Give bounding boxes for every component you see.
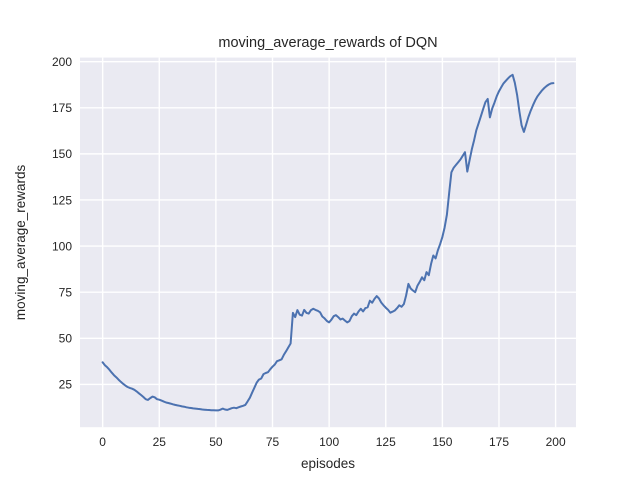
y-tick-label: 150 — [52, 147, 72, 161]
y-tick-label: 200 — [52, 55, 72, 69]
y-axis-ticks: 25 50 75 100 125 150 175 200 — [52, 55, 72, 392]
reward-line-series — [101, 73, 555, 412]
x-tick-label: 150 — [432, 435, 452, 449]
x-tick-label: 50 — [209, 435, 223, 449]
plot-area — [80, 57, 576, 428]
y-tick-label: 25 — [59, 378, 73, 392]
x-tick-label: 125 — [376, 435, 396, 449]
y-tick-label: 175 — [52, 101, 72, 115]
y-axis-label: moving_average_rewards — [13, 164, 28, 320]
x-tick-label: 25 — [153, 435, 167, 449]
y-tick-label: 50 — [59, 332, 73, 346]
y-tick-label: 100 — [52, 239, 72, 253]
y-tick-label: 125 — [52, 193, 72, 207]
x-tick-label: 200 — [546, 435, 566, 449]
y-tick-label: 75 — [59, 285, 73, 299]
x-tick-label: 100 — [319, 435, 339, 449]
x-tick-label: 0 — [99, 435, 106, 449]
x-axis-ticks: 0 25 50 75 100 125 150 175 200 — [99, 435, 566, 449]
chart-title: moving_average_rewards of DQN — [218, 35, 437, 51]
grid-lines — [80, 57, 576, 428]
x-tick-label: 175 — [489, 435, 509, 449]
x-tick-label: 75 — [266, 435, 280, 449]
x-axis-label: episodes — [301, 456, 355, 471]
